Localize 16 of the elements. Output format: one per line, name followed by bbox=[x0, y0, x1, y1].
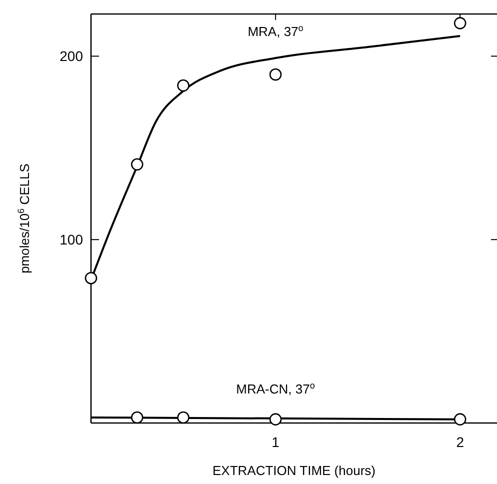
x-tick-label: 1 bbox=[272, 434, 280, 450]
point bbox=[269, 413, 282, 426]
y-tick-label: 100 bbox=[60, 232, 84, 248]
series-label: MRA-CN, 37$^{o}$ bbox=[236, 380, 315, 396]
point bbox=[454, 413, 466, 426]
y-tick-label: 200 bbox=[60, 48, 84, 64]
point bbox=[454, 17, 466, 30]
point bbox=[269, 68, 282, 81]
point bbox=[177, 411, 190, 424]
point bbox=[84, 272, 98, 284]
legend-label: MRA, 37$^{o}$ bbox=[248, 23, 304, 39]
x-tick-label: 2 bbox=[456, 434, 464, 450]
point bbox=[130, 411, 144, 424]
point bbox=[177, 79, 190, 92]
point bbox=[130, 158, 144, 171]
x-axis-title: EXTRACTION TIME (hours) bbox=[212, 463, 376, 478]
